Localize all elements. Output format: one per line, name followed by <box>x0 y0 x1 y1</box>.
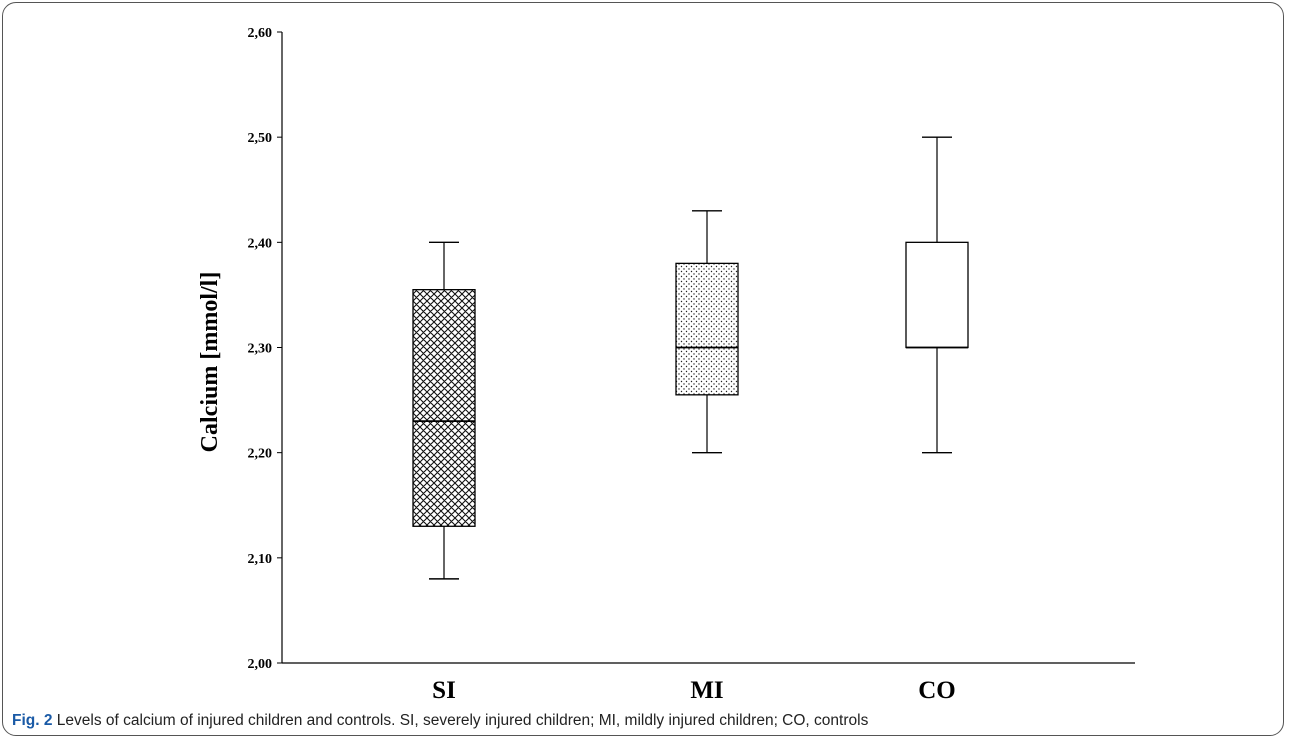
figure-caption: Fig. 2 Levels of calcium of injured chil… <box>12 712 868 730</box>
x-category-label: SI <box>432 677 456 704</box>
y-tick-label: 2,40 <box>248 236 273 251</box>
caption-text: Levels of calcium of injured children an… <box>56 712 869 729</box>
box-iqr <box>905 241 969 349</box>
y-axis-title: Calcium [mmol/l] <box>197 272 223 453</box>
y-tick-label: 2,50 <box>248 131 273 146</box>
x-category-label: CO <box>918 677 956 704</box>
y-tick-label: 2,60 <box>248 26 273 41</box>
box-plot-chart: 2,00 2,10 2,20 2,30 2,40 2,50 2,60 SI MI CO Calci… <box>197 26 1135 704</box>
box-iqr <box>675 262 739 396</box>
box-mi <box>675 210 739 454</box>
caption-label: Fig. 2 <box>12 712 53 729</box>
y-tick-label: 2,00 <box>248 657 273 672</box>
y-tick-label: 2,20 <box>248 447 273 462</box>
box-si <box>412 241 476 580</box>
box-co <box>905 136 969 454</box>
x-category-label: MI <box>690 677 723 704</box>
y-tick-label: 2,10 <box>248 552 273 567</box>
y-tick-label: 2,30 <box>248 342 273 357</box>
box-iqr <box>412 289 476 527</box>
